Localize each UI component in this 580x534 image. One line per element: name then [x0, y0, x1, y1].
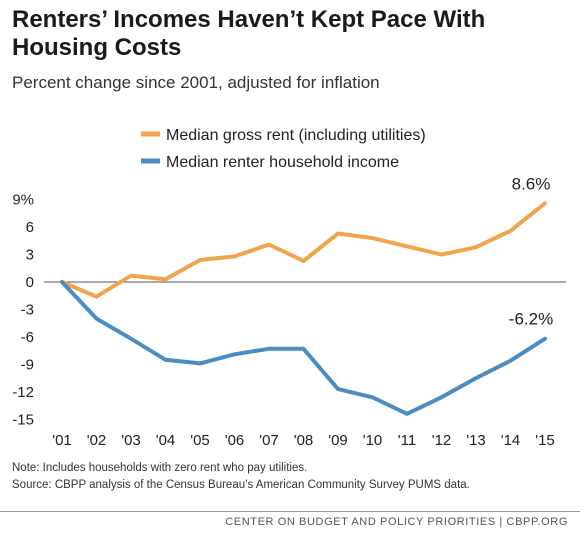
- data-point: [233, 352, 237, 356]
- y-tick-label: -15: [12, 411, 34, 428]
- data-point: [267, 347, 271, 351]
- data-point: [198, 258, 202, 262]
- data-point: [129, 337, 133, 341]
- y-tick-label: 6: [26, 219, 34, 236]
- data-point: [405, 244, 409, 248]
- data-point: [302, 347, 306, 351]
- x-tick-label: '05: [190, 432, 210, 449]
- data-point: [371, 395, 375, 399]
- chart-title: Renters’ Incomes Haven’t Kept Pace With …: [12, 6, 486, 61]
- data-point: [543, 201, 547, 205]
- data-point: [474, 376, 478, 380]
- footer-divider: [0, 511, 580, 512]
- end-value-label: -6.2%: [509, 310, 553, 329]
- chart-source: Source: CBPP analysis of the Census Bure…: [12, 479, 470, 491]
- x-tick-label: '09: [328, 432, 348, 449]
- data-point: [164, 358, 168, 362]
- chart-subtitle: Percent change since 2001, adjusted for …: [12, 73, 380, 92]
- series-line-2: [60, 280, 547, 416]
- x-tick-label: '15: [535, 432, 555, 449]
- data-point: [440, 253, 444, 257]
- data-point: [267, 242, 271, 246]
- data-point: [509, 359, 513, 363]
- x-tick-label: '03: [121, 432, 141, 449]
- x-tick-label: '11: [398, 432, 416, 449]
- y-tick-label: -6: [21, 329, 34, 346]
- series-line-1: [60, 201, 547, 299]
- x-tick-label: '06: [225, 432, 245, 449]
- x-tick-label: '14: [501, 432, 521, 449]
- x-tick-label: '07: [259, 432, 279, 449]
- data-point: [95, 295, 99, 299]
- chart-note: Note: Includes households with zero rent…: [12, 462, 308, 474]
- data-point: [198, 361, 202, 365]
- data-point: [440, 395, 444, 399]
- data-point: [543, 337, 547, 341]
- data-point: [302, 259, 306, 263]
- x-tick-label: '02: [87, 432, 107, 449]
- x-tick-label: '04: [156, 432, 176, 449]
- y-tick-label: 3: [26, 247, 34, 264]
- end-value-label: 8.6%: [512, 174, 551, 193]
- legend-label: Median gross rent (including utilities): [166, 127, 426, 144]
- data-point: [509, 229, 513, 233]
- data-point: [60, 280, 64, 284]
- x-tick-label: '08: [294, 432, 314, 449]
- y-tick-label: -9: [21, 356, 34, 373]
- data-point: [405, 412, 409, 416]
- x-tick-label: '10: [363, 432, 383, 449]
- data-point: [336, 232, 340, 236]
- data-point: [129, 274, 133, 278]
- footer-credit: CENTER ON BUDGET AND POLICY PRIORITIES |…: [225, 516, 568, 528]
- y-tick-label: 0: [26, 274, 34, 291]
- y-tick-label: -12: [12, 384, 34, 401]
- data-point: [95, 317, 99, 321]
- legend-label: Median renter household income: [166, 154, 399, 171]
- y-tick-label: 9%: [12, 192, 34, 209]
- data-point: [474, 245, 478, 249]
- x-tick-label: '12: [432, 432, 452, 449]
- data-point: [233, 254, 237, 258]
- data-point: [164, 277, 168, 281]
- data-point: [371, 236, 375, 240]
- data-point: [336, 387, 340, 391]
- y-tick-label: -3: [21, 301, 34, 318]
- x-tick-label: '13: [466, 432, 486, 449]
- x-tick-label: '01: [52, 432, 72, 449]
